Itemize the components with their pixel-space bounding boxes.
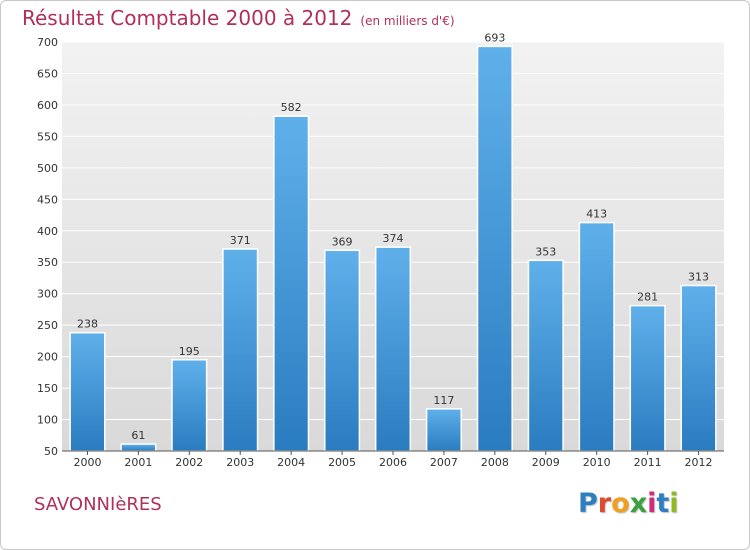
data-label-2010: 413 bbox=[586, 208, 607, 221]
data-label-2005: 369 bbox=[332, 235, 353, 248]
x-tick-label-2001: 2001 bbox=[124, 456, 152, 469]
y-tick-label: 150 bbox=[37, 382, 58, 395]
data-label-2007: 117 bbox=[433, 394, 454, 407]
y-tick-label: 100 bbox=[37, 414, 58, 427]
chart-subtitle: (en milliers d'€) bbox=[360, 14, 455, 28]
data-label-2001: 61 bbox=[131, 429, 145, 442]
x-axis-ticks: 2000 2001 2002 2003 2004 2005 2006 2007 2008 2009… bbox=[73, 451, 713, 469]
bar-2012 bbox=[680, 284, 717, 452]
data-label-2008: 693 bbox=[484, 31, 505, 44]
logo-letter: r bbox=[597, 488, 612, 519]
logo-letter: x bbox=[629, 488, 648, 519]
chart-title-block: Résultat Comptable 2000 à 2012 (en millie… bbox=[22, 6, 455, 30]
data-label-2009: 353 bbox=[535, 245, 556, 258]
y-tick-label: 200 bbox=[37, 351, 58, 364]
logo-letter: P bbox=[578, 488, 598, 519]
logo-letter: o bbox=[611, 488, 630, 519]
y-tick-label: 400 bbox=[37, 225, 58, 238]
y-tick-label: 550 bbox=[37, 130, 58, 143]
data-label-2003: 371 bbox=[230, 234, 251, 247]
x-tick-label-2003: 2003 bbox=[226, 456, 254, 469]
bar-2010 bbox=[578, 221, 615, 452]
x-tick-label-2010: 2010 bbox=[583, 456, 611, 469]
x-tick-label-2004: 2004 bbox=[277, 456, 305, 469]
y-tick-label: 650 bbox=[37, 67, 58, 80]
bar-2004 bbox=[273, 115, 310, 452]
bar-2011 bbox=[629, 304, 666, 452]
bars bbox=[69, 45, 717, 452]
y-tick-label: 600 bbox=[37, 99, 58, 112]
data-label-2000: 238 bbox=[77, 318, 98, 331]
logo-letter: i bbox=[669, 488, 679, 519]
data-label-2011: 281 bbox=[637, 291, 658, 304]
y-axis-ticks: 50 100 150 200 250 300 350 400 450 500 550 600 650 70… bbox=[37, 36, 58, 458]
y-tick-label: 300 bbox=[37, 288, 58, 301]
bar-2003 bbox=[222, 248, 259, 452]
proxiti-logo: Proxiti bbox=[578, 488, 679, 519]
x-tick-label-2007: 2007 bbox=[430, 456, 458, 469]
bar-2007 bbox=[425, 408, 462, 452]
x-tick-label-2000: 2000 bbox=[73, 456, 101, 469]
x-tick-label-2008: 2008 bbox=[481, 456, 509, 469]
location-name: SAVONNIèRES bbox=[34, 494, 162, 515]
data-label-2002: 195 bbox=[179, 345, 200, 358]
y-tick-label: 500 bbox=[37, 162, 58, 175]
x-tick-label-2009: 2009 bbox=[532, 456, 560, 469]
bar-2005 bbox=[324, 249, 361, 452]
bar-2002 bbox=[171, 359, 208, 452]
chart-title: Résultat Comptable 2000 à 2012 bbox=[22, 6, 353, 30]
bar-2008 bbox=[476, 45, 513, 452]
x-tick-label-2011: 2011 bbox=[634, 456, 662, 469]
bar-2000 bbox=[69, 331, 106, 452]
bar-2009 bbox=[527, 259, 564, 452]
data-label-2012: 313 bbox=[688, 271, 709, 284]
bar-2001 bbox=[120, 443, 157, 452]
x-tick-label-2006: 2006 bbox=[379, 456, 407, 469]
y-tick-label: 450 bbox=[37, 193, 58, 206]
y-tick-label: 700 bbox=[37, 36, 58, 49]
data-label-2006: 374 bbox=[383, 232, 404, 245]
data-labels: 238 61 195 371 582 369 374 117 693 353 413 281 313 bbox=[77, 31, 709, 442]
x-tick-label-2005: 2005 bbox=[328, 456, 356, 469]
x-tick-label-2002: 2002 bbox=[175, 456, 203, 469]
x-tick-label-2012: 2012 bbox=[685, 456, 713, 469]
y-tick-label: 250 bbox=[37, 319, 58, 332]
logo-letter: t bbox=[656, 488, 670, 519]
y-tick-label: 350 bbox=[37, 256, 58, 269]
y-tick-label: 50 bbox=[44, 445, 58, 458]
data-label-2004: 582 bbox=[281, 101, 302, 114]
logo-letter: i bbox=[647, 488, 657, 519]
bar-2006 bbox=[374, 246, 412, 452]
